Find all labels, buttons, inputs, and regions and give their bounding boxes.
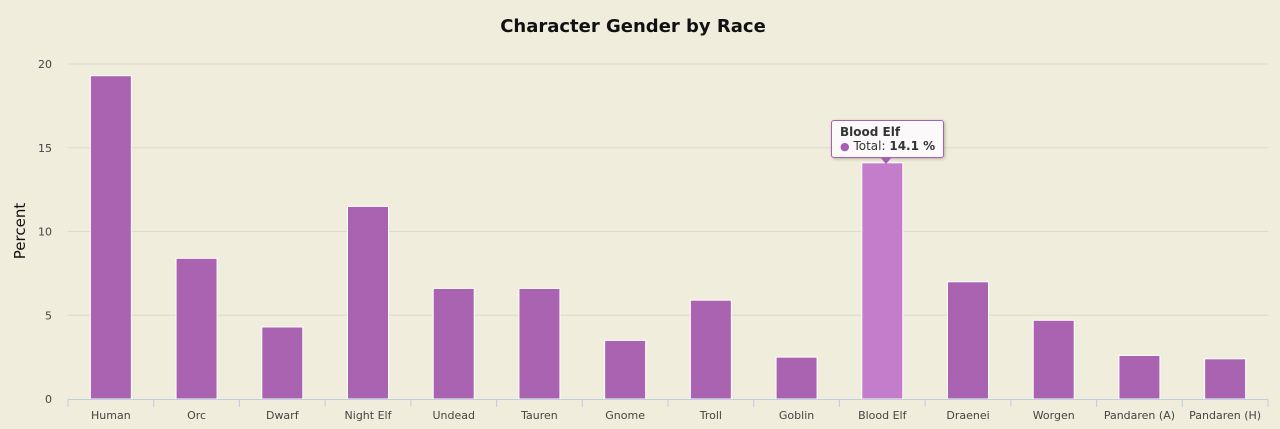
tooltip-series-label: Total: — [853, 139, 886, 153]
x-tick-label: Night Elf — [345, 409, 393, 422]
bars — [89, 75, 1247, 400]
bar-dwarf[interactable] — [261, 326, 304, 400]
tooltip-value: 14.1 % — [889, 139, 936, 153]
bar-undead[interactable] — [432, 287, 475, 400]
bar-gnome[interactable] — [604, 339, 647, 400]
x-axis-ticks: Human Orc Dwarf Night Elf Undead Tauren Gnome T… — [67, 399, 1269, 422]
x-tick-label: Pandaren (H) — [1189, 409, 1261, 422]
x-tick-label: Goblin — [779, 409, 814, 422]
y-tick-label: 20 — [38, 58, 52, 71]
bar-pandaren-a[interactable] — [1118, 354, 1161, 400]
y-tick-label: 5 — [45, 309, 52, 322]
x-tick-label: Undead — [432, 409, 475, 422]
x-tick-label: Troll — [699, 409, 722, 422]
chart-title: Character Gender by Race — [500, 16, 766, 37]
y-tick-label: 0 — [45, 393, 52, 406]
gridlines — [68, 63, 1268, 316]
x-tick-label: Dwarf — [266, 409, 300, 422]
tooltip-pointer — [880, 157, 892, 164]
bar-blood-elf[interactable] — [861, 162, 904, 400]
x-tick-label: Blood Elf — [858, 409, 908, 422]
bar-orc[interactable] — [175, 257, 218, 400]
x-tick-label: Draenei — [946, 409, 989, 422]
bar-goblin[interactable] — [775, 356, 818, 400]
x-tick-label: Human — [91, 409, 131, 422]
x-tick-label: Worgen — [1033, 409, 1075, 422]
tooltip: Blood Elf ● Total: 14.1 % — [831, 120, 945, 158]
bar-draenei[interactable] — [947, 281, 989, 400]
tooltip-title: Blood Elf — [840, 125, 901, 139]
x-tick-label: Gnome — [605, 409, 645, 422]
bar-troll[interactable] — [689, 299, 732, 400]
y-tick-label: 10 — [38, 226, 52, 239]
series-dot-icon: ● — [840, 140, 850, 153]
x-tick-label: Pandaren (A) — [1104, 409, 1175, 422]
y-axis-label: Percent — [11, 203, 29, 260]
y-axis-ticks: 0 5 10 15 20 — [38, 58, 52, 406]
bar-tauren[interactable] — [518, 287, 561, 400]
bar-pandaren-h[interactable] — [1204, 358, 1247, 400]
bar-night-elf[interactable] — [347, 205, 389, 400]
y-tick-label: 15 — [38, 142, 52, 155]
bar-human[interactable] — [89, 75, 132, 400]
x-tick-label: Tauren — [520, 409, 558, 422]
x-tick-label: Orc — [187, 409, 206, 422]
bar-worgen[interactable] — [1032, 319, 1075, 400]
